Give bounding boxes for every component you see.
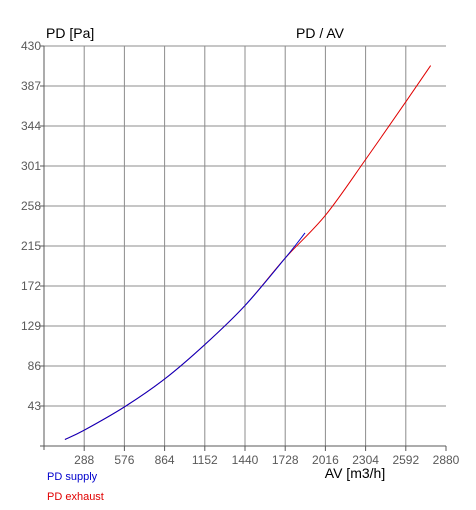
x-axis-ticks: 288 576 864 1152 1440 1728 2016 2304 2592 2880 [74,453,459,467]
x-tick-label: 1440 [232,453,259,467]
x-tick-label: 576 [114,453,134,467]
y-tick-label: 215 [21,239,41,253]
x-axis-label: AV [m3/h] [325,465,385,481]
x-tick-label: 2880 [433,453,460,467]
y-tick-label: 344 [21,119,41,133]
series-line-pd-exhaust [64,65,432,440]
grid [44,45,446,446]
y-tick-label: 387 [21,79,41,93]
y-tick-label: 430 [21,39,41,53]
x-tick-label: 1728 [272,453,299,467]
x-tick-label: 2592 [392,453,419,467]
series-lines [64,65,432,440]
x-tick-label: 2304 [352,453,379,467]
x-tick-label: 2016 [312,453,339,467]
chart-title: PD / AV [296,25,345,41]
x-tick-label: 864 [155,453,175,467]
series-line-pd-supply [64,232,306,440]
x-tick-label: 288 [74,453,94,467]
y-tick-label: 86 [28,359,42,373]
x-tick-label: 1152 [192,453,218,467]
y-tick-label: 172 [21,279,41,293]
y-tick-label: 129 [21,319,41,333]
y-tick-label: 301 [21,159,41,173]
legend-entry-supply: PD supply [47,471,98,483]
y-axis-label: PD [Pa] [46,25,94,41]
y-tick-label: 43 [28,399,42,413]
y-axis-ticks: 43 86 129 172 215 258 301 344 387 430 [21,39,41,413]
legend-entry-exhaust: PD exhaust [47,491,104,503]
y-tick-label: 258 [21,199,41,213]
axes [40,45,447,451]
